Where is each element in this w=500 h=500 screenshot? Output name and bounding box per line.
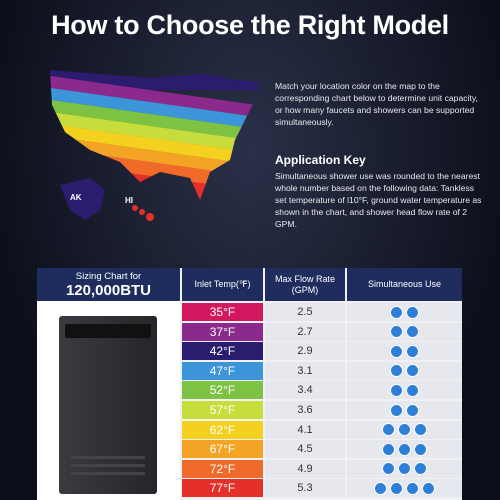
- heater-image: [59, 316, 157, 494]
- temp-cell: 67°F: [182, 440, 263, 459]
- temp-cell: 47°F: [182, 361, 263, 380]
- flow-cell: 3.1: [265, 361, 345, 380]
- map: AK HI: [50, 70, 260, 221]
- shower-icon: [414, 423, 427, 437]
- shower-icon: [390, 325, 403, 339]
- column-header: Simultaneous Use: [347, 268, 462, 301]
- shower-icon: [406, 383, 419, 397]
- caption: Sizing Chart for: [75, 270, 142, 282]
- model: 120,000BTU: [65, 281, 152, 299]
- shower-icon: [406, 325, 419, 339]
- flow-cell: 5.3: [265, 479, 345, 498]
- product-panel: [37, 301, 180, 500]
- temp-cell: 72°F: [182, 459, 263, 478]
- temp-cell: 37°F: [182, 322, 263, 341]
- use-cell: [347, 303, 462, 322]
- use-cell: [347, 420, 462, 439]
- use-cell: [347, 479, 462, 498]
- model-header: Sizing Chart for 120,000BTU: [37, 268, 180, 301]
- section-text: Simultaneous shower use was rounded to t…: [275, 171, 482, 229]
- shower-icon: [414, 442, 427, 456]
- shower-icon: [390, 383, 403, 397]
- shower-icon: [382, 462, 395, 476]
- shower-icon: [398, 423, 411, 437]
- shower-icon: [406, 481, 419, 495]
- shower-icon: [406, 364, 419, 378]
- use-cell: [347, 342, 462, 361]
- section-title: Application Key: [275, 153, 366, 167]
- flow-cell: 2.9: [265, 342, 345, 361]
- shower-icon: [398, 462, 411, 476]
- use-cell: [347, 322, 462, 341]
- shower-icon: [406, 344, 419, 358]
- alaska: [60, 178, 105, 220]
- shower-icon: [382, 423, 395, 437]
- shower-icon: [390, 403, 403, 417]
- flow-cell: 4.5: [265, 440, 345, 459]
- temp-cell: 77°F: [182, 479, 263, 498]
- use-cell: [347, 459, 462, 478]
- flow-cell: 4.1: [265, 420, 345, 439]
- shower-icon: [406, 305, 419, 319]
- shower-icon: [390, 344, 403, 358]
- sizing-table: Sizing Chart for 120,000BTU Inlet Temp(℉…: [37, 268, 462, 500]
- use-cell: [347, 361, 462, 380]
- shower-icon: [390, 305, 403, 319]
- shower-icon: [374, 481, 387, 495]
- shower-icon: [422, 481, 435, 495]
- flow-cell: 2.5: [265, 303, 345, 322]
- column-header: Max Flow Rate (GPM): [265, 268, 345, 301]
- shower-icon: [382, 442, 395, 456]
- column-header: Inlet Temp(℉): [182, 268, 263, 301]
- map-label: AK: [70, 193, 82, 202]
- map-label: HI: [125, 196, 133, 205]
- use-cell: [347, 401, 462, 420]
- temp-cell: 42°F: [182, 342, 263, 361]
- shower-icon: [390, 481, 403, 495]
- flow-cell: 3.4: [265, 381, 345, 400]
- flow-cell: 4.9: [265, 459, 345, 478]
- temp-cell: 52°F: [182, 381, 263, 400]
- flow-cell: 2.7: [265, 322, 345, 341]
- intro-text: Match your location color on the map to …: [275, 81, 478, 127]
- temp-cell: 62°F: [182, 420, 263, 439]
- flow-cell: 3.6: [265, 401, 345, 420]
- shower-icon: [414, 462, 427, 476]
- shower-icon: [406, 403, 419, 417]
- temp-cell: 57°F: [182, 401, 263, 420]
- title: How to Choose the Right Model: [51, 10, 449, 40]
- use-cell: [347, 381, 462, 400]
- temp-cell: 35°F: [182, 303, 263, 322]
- shower-icon: [390, 364, 403, 378]
- climate-bands: [50, 70, 260, 200]
- shower-icon: [398, 442, 411, 456]
- use-cell: [347, 440, 462, 459]
